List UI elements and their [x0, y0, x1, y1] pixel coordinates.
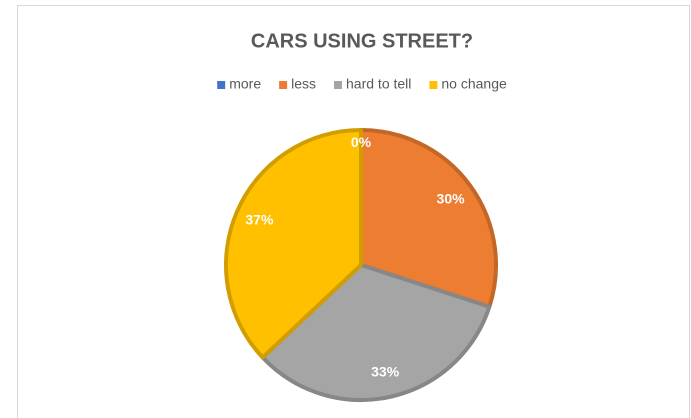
pie-slice [359, 128, 498, 309]
data-label: 0% [351, 134, 372, 150]
data-label: 33% [371, 364, 400, 380]
data-label: 30% [437, 191, 466, 207]
legend-text: less [291, 76, 316, 92]
legend-swatch [429, 81, 438, 89]
legend-text: hard to tell [346, 76, 411, 92]
pie-slice [224, 128, 363, 360]
legend-swatch [334, 81, 343, 89]
pie-slice [260, 263, 492, 402]
chart-title: CARS USING STREET? [251, 30, 473, 52]
legend-text: no change [441, 76, 507, 92]
data-label: 37% [245, 212, 274, 228]
legend-swatch [279, 81, 288, 89]
legend-text: more [229, 76, 261, 92]
legend-swatch [217, 81, 226, 89]
